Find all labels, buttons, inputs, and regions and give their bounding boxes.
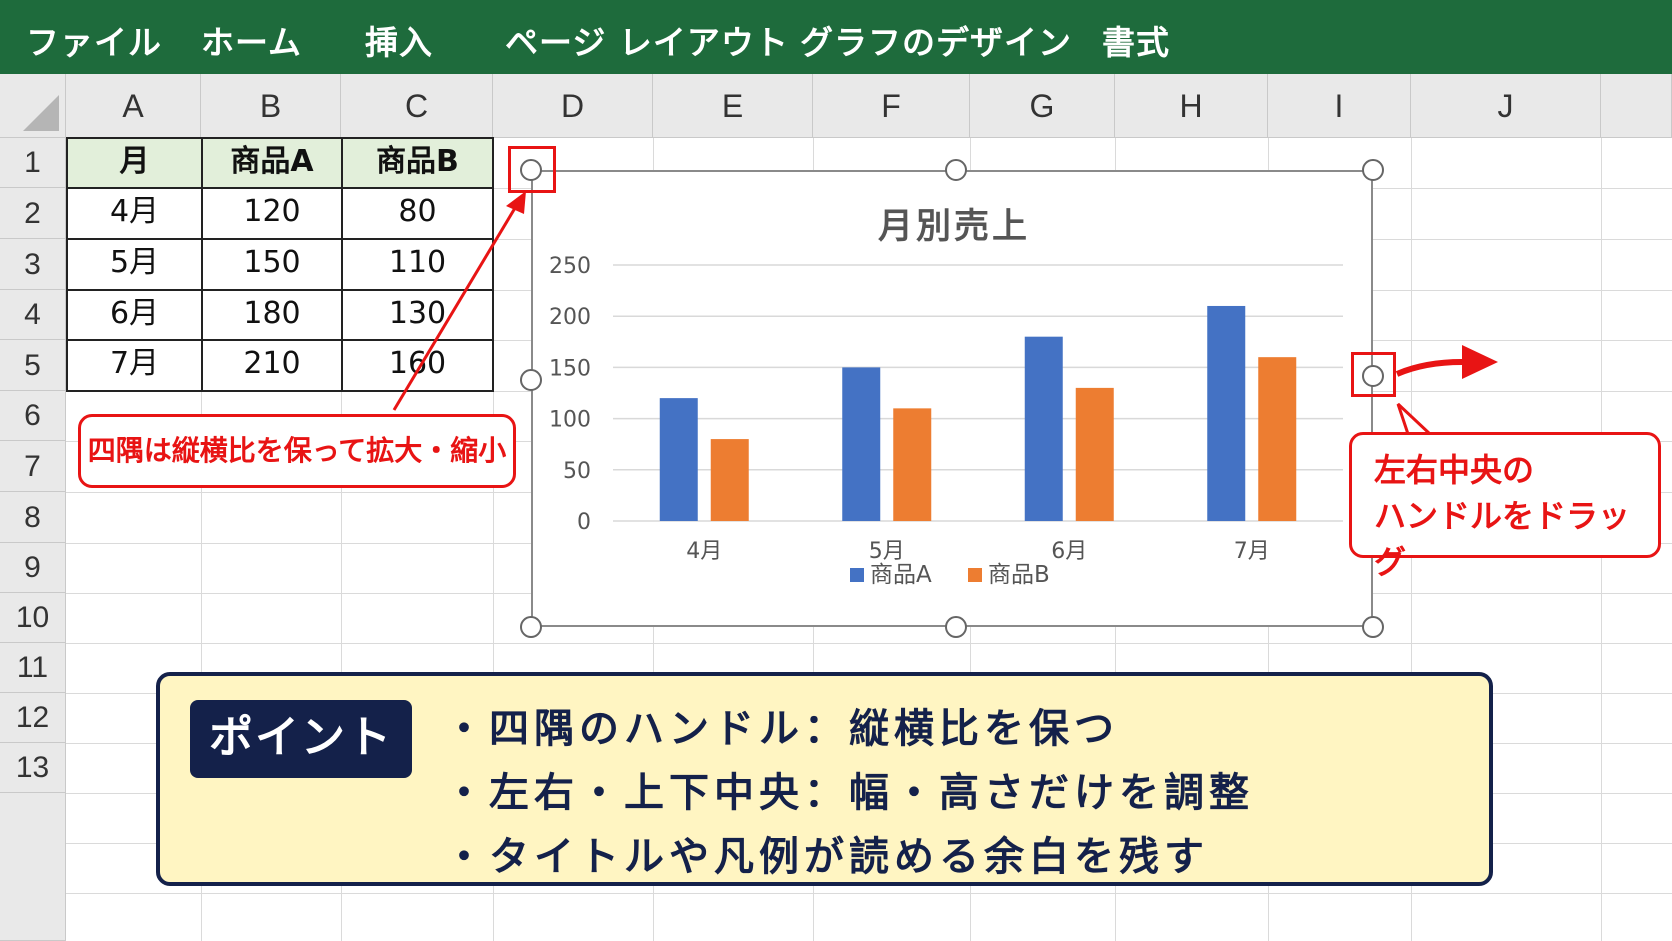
x-tick-label: 7月 [1234, 539, 1270, 564]
y-tick-label: 250 [549, 254, 591, 279]
column-header-a[interactable]: A [66, 74, 201, 138]
arrow-line-to-corner [392, 202, 520, 411]
column-header-g[interactable]: G [970, 74, 1115, 138]
row-header-8[interactable]: 8 [0, 492, 66, 543]
gridline [201, 138, 202, 941]
arrow-right-icon [1462, 345, 1498, 379]
x-tick-label: 6月 [1051, 539, 1087, 564]
table-cell[interactable]: 210 [201, 339, 343, 392]
legend-label: 商品B [988, 562, 1050, 588]
callout-pointer [1396, 402, 1434, 436]
legend-swatch [968, 568, 982, 582]
y-tick-label: 150 [549, 356, 591, 381]
legend-swatch [850, 568, 864, 582]
column-header-i[interactable]: I [1268, 74, 1411, 138]
column-header-f[interactable]: F [813, 74, 970, 138]
callout-side-line1: 左右中央の [1374, 451, 1535, 489]
y-tick-label: 50 [563, 459, 591, 484]
bar-series-a [659, 398, 698, 521]
bar-series-b [1258, 357, 1297, 521]
ribbon-tab-bar: ファイル ホーム 挿入 ページ レイアウト グラフのデザイン 書式 [0, 0, 1672, 74]
callout-side-line2: ハンドルをドラッグ [1374, 497, 1631, 581]
row-header-12[interactable]: 12 [0, 693, 66, 743]
highlight-corner-handle [508, 146, 556, 193]
bar-series-a [1024, 336, 1063, 521]
chart-object[interactable]: 月別売上 0 50 100 150 200 250 4月 5月 6月 7月商品A 商品B [531, 170, 1373, 627]
gridline [66, 893, 1672, 894]
column-header-b[interactable]: B [201, 74, 341, 138]
callout-corner-note: 四隅は縦横比を保って拡大・縮小 [78, 414, 516, 488]
row-header-blank [0, 793, 66, 941]
tab-file[interactable]: ファイル [26, 23, 162, 62]
resize-handle-middle-right[interactable] [1362, 365, 1384, 387]
y-tick-label: 100 [549, 408, 591, 433]
point-box: ポイント ・四隅のハンドル：縦横比を保つ ・左右・上下中央：幅・高さだけを調整 … [156, 672, 1493, 886]
resize-handle-top-left[interactable] [520, 159, 542, 181]
resize-handle-bottom-center[interactable] [945, 616, 967, 638]
column-header-blank [1601, 74, 1672, 138]
point-label: ポイント [190, 700, 412, 778]
callout-side-note: 左右中央の ハンドルをドラッグ [1349, 432, 1661, 581]
x-tick-label: 4月 [686, 539, 722, 564]
tab-chart-design[interactable]: グラフのデザイン [800, 23, 1072, 62]
row-header-1[interactable]: 1 [0, 138, 66, 188]
arrow-head-icon [506, 191, 526, 214]
column-header-j[interactable]: J [1411, 74, 1601, 138]
y-tick-label: 200 [549, 305, 591, 330]
arrow-line-drag [1395, 359, 1463, 377]
row-header-13[interactable]: 13 [0, 743, 66, 793]
resize-handle-top-right[interactable] [1362, 159, 1384, 181]
row-header-11[interactable]: 11 [0, 643, 66, 693]
table-cell[interactable]: 160 [341, 339, 494, 392]
resize-handle-middle-left[interactable] [520, 369, 542, 391]
select-all-button[interactable] [0, 74, 66, 138]
row-header-4[interactable]: 4 [0, 290, 66, 340]
row-header-10[interactable]: 10 [0, 593, 66, 643]
bar-series-b [1075, 387, 1114, 521]
bar-series-b [893, 408, 932, 521]
tab-format[interactable]: 書式 [1102, 23, 1170, 62]
gridline [66, 643, 1672, 644]
tab-home[interactable]: ホーム [201, 23, 303, 62]
column-header-h[interactable]: H [1115, 74, 1268, 138]
highlight-side-handle [1351, 352, 1396, 397]
column-header-e[interactable]: E [653, 74, 813, 138]
resize-handle-top-center[interactable] [945, 159, 967, 181]
row-header-2[interactable]: 2 [0, 188, 66, 239]
tab-insert[interactable]: 挿入 [365, 23, 433, 62]
gridline [341, 138, 342, 941]
row-header-7[interactable]: 7 [0, 441, 66, 492]
row-header-3[interactable]: 3 [0, 239, 66, 290]
x-tick-label: 5月 [869, 539, 905, 564]
resize-handle-bottom-right[interactable] [1362, 616, 1384, 638]
y-tick-label: 0 [577, 510, 591, 535]
row-header-5[interactable]: 5 [0, 340, 66, 391]
point-item: ・タイトルや凡例が読める余白を残す [444, 834, 1209, 880]
row-header-6[interactable]: 6 [0, 391, 66, 441]
bar-series-a [1207, 305, 1246, 521]
select-all-triangle-icon [23, 95, 59, 131]
bar-series-b [710, 439, 749, 521]
bar-series-a [842, 367, 881, 521]
resize-handle-bottom-left[interactable] [520, 616, 542, 638]
row-header-9[interactable]: 9 [0, 543, 66, 593]
column-header-d[interactable]: D [493, 74, 653, 138]
tab-page-layout[interactable]: ページ レイアウト [505, 23, 789, 62]
table-header-product-b[interactable]: 商品B [341, 137, 494, 189]
chart-title[interactable]: 月別売上 [877, 207, 1030, 247]
point-item: ・左右・上下中央：幅・高さだけを調整 [444, 770, 1254, 816]
gridline [493, 138, 494, 941]
point-item: ・四隅のハンドル：縦横比を保つ [444, 706, 1119, 752]
legend-label: 商品A [870, 562, 932, 588]
